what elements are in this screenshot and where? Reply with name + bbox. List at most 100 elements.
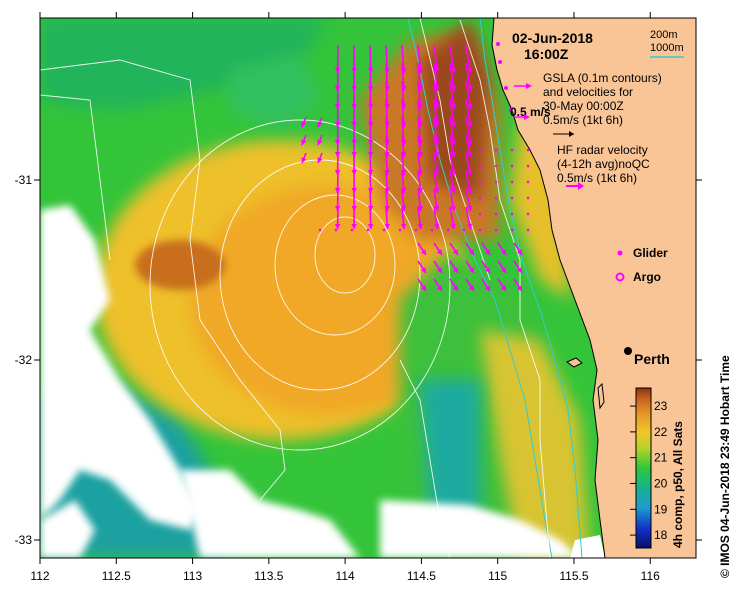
x-tick-label: 116 [641,569,660,583]
colorbar-label: 4h comp, p50, All Sats [671,421,685,548]
velocity-arrow [449,80,457,110]
hf-radar-velocity-vectors [301,44,530,292]
plot-frame [39,17,697,559]
velocity-arrow [465,44,473,74]
x-tick-label: 114.5 [407,569,436,583]
velocity-dot [334,228,338,232]
gsla-contour [40,59,286,501]
velocity-arrow [449,260,459,274]
colorbar-tick-label: 19 [654,502,668,516]
argo-marker [615,272,625,282]
dot [496,42,500,46]
velocity-arrow [465,62,473,92]
velocity-dot [494,196,498,200]
velocity-arrow [497,260,507,274]
x-tick-label: 113 [183,569,202,583]
hf-scale-arrowhead [578,182,584,190]
velocity-arrow [497,242,507,256]
velocity-dot [478,164,482,168]
x-tick-label: 112 [30,569,49,583]
map-time: 16:00Z [524,46,569,62]
velocity-arrow [449,188,456,212]
gsla-contour [40,94,111,261]
colorbar-tick-label: 23 [654,399,668,413]
velocity-dot [478,196,482,200]
isobath-1000m [407,18,553,558]
gsla-key-arrowhead [526,83,532,89]
velocity-arrow [334,206,341,230]
gsla-contour [399,359,451,558]
perth-marker [624,347,632,355]
colorbar-tick-label: 20 [654,476,668,490]
velocity-dot [446,228,450,232]
velocity-arrow [433,152,440,176]
coastal-dots [496,42,513,112]
velocity-arrow [465,134,473,158]
velocity-arrow [481,278,491,292]
gsla-line1: GSLA (0.1m contours) [543,71,662,85]
x-tick-label: 115.5 [559,569,588,583]
dot [504,86,508,90]
x-tick-label: 115 [488,569,507,583]
x-tick-label: 112.5 [102,569,131,583]
velocity-arrow [417,260,427,274]
velocity-dot [526,164,530,168]
depth-200-label: 200m [650,29,678,41]
velocity-arrow [384,206,390,230]
bathymetry-contours [407,18,583,558]
velocity-dot [478,228,482,232]
hf-line1: HF radar velocity [557,143,648,157]
coast-key-arrowhead [524,114,530,120]
velocity-arrow [301,116,307,128]
velocity-arrow [301,152,307,164]
velocity-arrow [465,98,473,128]
velocity-arrow [513,278,523,292]
garden-island [597,382,605,410]
velocity-arrow [465,116,473,146]
velocity-dot [510,148,514,152]
velocity-arrow [481,260,491,274]
velocity-dot [494,228,498,232]
x-tick-label: 113.5 [254,569,283,583]
velocity-arrow [433,170,440,194]
velocity-arrow [449,242,459,256]
velocity-dot [494,212,498,216]
velocity-arrow [449,278,459,292]
velocity-label: 0.5 m/s [510,105,551,119]
colorbar: 23 22 21 20 19 18 4h comp, p50, All Sats [630,387,685,549]
colorbar-ramp [635,387,652,549]
velocity-dot [430,228,434,232]
velocity-arrow [367,206,374,230]
velocity-dot [510,164,514,168]
velocity-dot [494,148,498,152]
velocity-dot [526,228,530,232]
hf-scale: 0.5m/s (1kt 6h) [557,171,637,185]
hf-line2: (4-12h avg)noQC [557,157,650,171]
isobath-200m [479,18,583,558]
velocity-arrow [465,170,473,194]
velocity-dot [478,148,482,152]
velocity-arrow [449,62,457,92]
velocity-dot [318,228,322,232]
velocity-arrow [301,134,307,146]
velocity-arrow [433,188,440,212]
velocity-dot [494,180,498,184]
glider-label: Glider [633,246,668,260]
velocity-arrow [465,188,473,212]
velocity-dot [526,180,530,184]
velocity-dot [414,228,418,232]
velocity-dot [526,212,530,216]
map-date: 02-Jun-2018 [512,30,593,46]
velocity-dot [382,228,386,232]
rottnest-island [565,357,583,368]
gsla-line2: and velocities for [543,85,633,99]
colorbar-tick-label: 21 [654,451,668,465]
velocity-dot [462,228,466,232]
velocity-arrow [317,116,323,128]
colorbar-tick-label: 22 [654,425,668,439]
velocity-arrow [465,278,475,292]
velocity-arrow [417,206,423,230]
velocity-dot [510,228,514,232]
velocity-arrow [465,152,473,176]
dot [498,60,502,64]
